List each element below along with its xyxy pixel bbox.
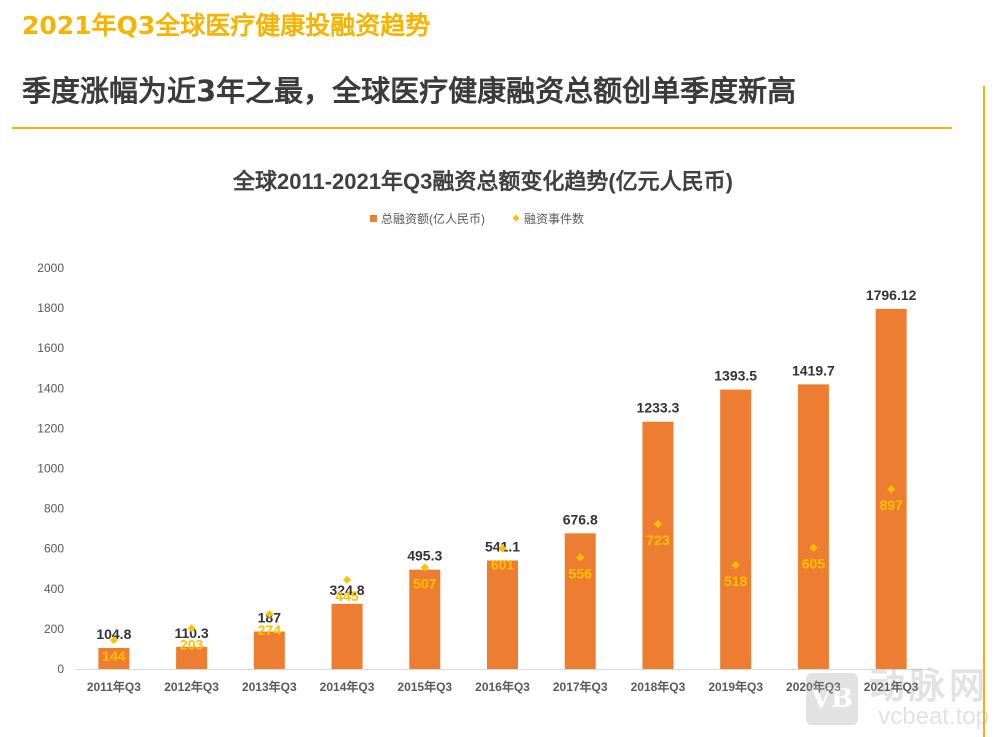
x-tick-label: 2017年Q3: [553, 679, 608, 694]
event-count-label: 203: [180, 636, 204, 652]
event-count-marker: [187, 624, 196, 633]
event-count-marker: [343, 575, 352, 584]
y-tick-label: 1800: [37, 301, 64, 315]
event-count-label: 274: [258, 622, 282, 638]
y-tick-label: 400: [44, 582, 64, 596]
bar-value-label: 495.3: [407, 548, 442, 564]
y-tick-label: 0: [57, 662, 64, 676]
event-count-marker: [887, 485, 896, 494]
page-kicker: 2021年Q3全球医疗健康投融资趋势: [22, 11, 431, 40]
event-count-marker: [731, 561, 740, 570]
legend-bar-label: 总融资额(亿人民币): [381, 211, 485, 226]
event-count-label: 897: [879, 497, 903, 513]
x-tick-label: 2016年Q3: [475, 679, 530, 694]
bar-value-label: 1393.5: [714, 368, 757, 384]
y-tick-label: 1400: [37, 381, 64, 395]
event-count-marker: [109, 636, 118, 645]
header-divider: [12, 127, 952, 129]
event-count-label: 518: [724, 573, 748, 589]
y-tick-label: 600: [44, 542, 64, 556]
bar-value-label: 110.3: [174, 625, 208, 641]
event-count-marker: [420, 563, 429, 572]
x-tick-label: 2013年Q3: [242, 679, 297, 694]
bar-value-label: 1233.3: [637, 400, 680, 416]
page-headline: 季度涨幅为近3年之最，全球医疗健康融资总额创单季度新高: [22, 74, 797, 108]
bar: [98, 647, 130, 669]
bar-chart: 全球2011-2021年Q3融资总额变化趋势(亿元人民币) 总融资额(亿人民币) 融…: [37, 169, 930, 694]
bar: [409, 569, 441, 669]
y-tick-label: 200: [44, 622, 64, 636]
side-divider: [983, 86, 985, 737]
x-tick-label: 2014年Q3: [320, 679, 375, 694]
event-count-label: 144: [102, 648, 126, 664]
x-tick-label: 2021年Q3: [864, 679, 919, 694]
bar: [253, 631, 285, 669]
event-count-marker: [498, 544, 507, 553]
x-tick-label: 2012年Q3: [164, 679, 219, 694]
event-count-label: 601: [491, 556, 515, 572]
y-tick-label: 2000: [37, 261, 64, 275]
bar: [797, 384, 829, 669]
y-tick-label: 1000: [37, 462, 64, 476]
event-count-marker: [809, 543, 818, 552]
event-count-marker: [265, 610, 274, 619]
watermark-logo: VB: [805, 673, 858, 725]
bar: [642, 421, 674, 669]
x-tick-label: 2018年Q3: [631, 679, 686, 694]
bar-value-label: 324.8: [330, 582, 365, 598]
x-tick-label: 2011年Q3: [87, 679, 141, 694]
y-tick-label: 1600: [37, 341, 64, 355]
x-tick-label: 2019年Q3: [708, 679, 763, 694]
chart-title: 全球2011-2021年Q3融资总额变化趋势(亿元人民币): [232, 169, 733, 194]
event-count-label: 507: [413, 575, 437, 591]
watermark: VB 动脉网 vcbeat.top: [805, 666, 989, 730]
event-count-label: 605: [802, 556, 826, 572]
event-count-label: 445: [335, 588, 359, 604]
watermark-url: vcbeat.top: [878, 703, 989, 730]
bar: [487, 560, 518, 669]
event-count-marker: [576, 553, 585, 562]
event-count-label: 723: [646, 532, 670, 548]
bar: [720, 389, 752, 669]
legend-marker-label: 融资事件数: [524, 211, 584, 226]
event-count-marker: [653, 520, 662, 529]
bar-value-label: 1419.7: [792, 362, 835, 378]
x-tick-label: 2020年Q3: [786, 679, 841, 694]
y-tick-label: 800: [44, 502, 64, 516]
legend-bar-swatch: [370, 215, 377, 222]
bar: [176, 646, 208, 669]
watermark-name: 动脉网: [868, 666, 989, 707]
bar-value-label: 104.8: [96, 626, 131, 642]
y-tick-label: 1200: [37, 421, 64, 435]
event-count-label: 556: [569, 566, 593, 582]
bar-value-label: 676.8: [563, 511, 598, 527]
bar: [331, 603, 363, 669]
bar-value-label: 1796.12: [866, 287, 917, 303]
legend-marker-swatch: [512, 214, 520, 222]
x-tick-label: 2015年Q3: [397, 679, 452, 694]
